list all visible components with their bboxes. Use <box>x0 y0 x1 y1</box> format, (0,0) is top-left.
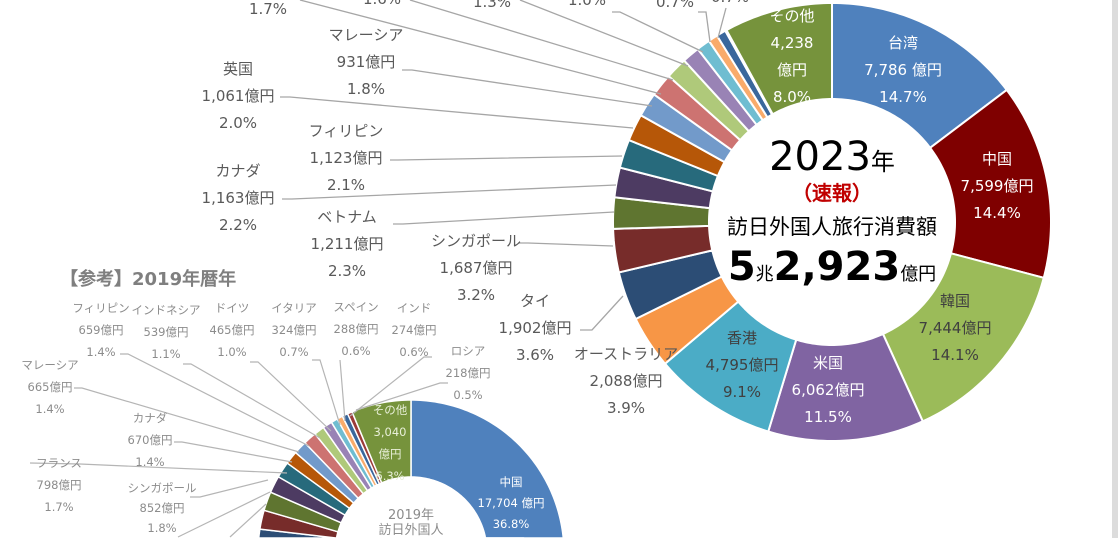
data-label-singapore-2019: シンガポール 852億円 1.8% <box>127 481 197 535</box>
leader-line <box>402 69 653 107</box>
leader-line <box>519 0 689 67</box>
data-label-other-2019: その他 3,040 億円 6.3% <box>372 403 408 483</box>
leader-line <box>183 363 321 439</box>
data-label-china-2019: 中国 17,704 億円 36.8% <box>477 475 545 531</box>
data-label-russia-2019: ロシア 218億円 0.5% <box>445 344 491 402</box>
center-text-2019: 2019年 訪日外国人 <box>378 508 444 538</box>
data-label-canada: カナダ 1,163億円 2.2% <box>201 162 275 234</box>
center-year-2023: 2023年 <box>769 134 895 180</box>
leader-line <box>312 359 341 426</box>
data-label-philippines-2019: フィリピン 659億円 1.4% <box>72 301 130 359</box>
data-label-india-2019: インド 274億円 0.6% <box>391 301 437 359</box>
leader-line <box>409 0 674 81</box>
donut-slice-中国 <box>410 399 565 538</box>
data-label-canada-2019: カナダ 670億円 1.4% <box>127 411 173 469</box>
leader-line <box>390 155 623 161</box>
data-label-indonesia-2019: インドネシア 539億円 1.1% <box>131 303 201 361</box>
data-label-spain-2019: スペイン 288億円 0.6% <box>333 300 379 358</box>
center-total-2023: 5兆2,923億円 <box>727 244 937 290</box>
leader-line <box>698 11 711 43</box>
leader-line <box>393 211 615 225</box>
data-label-malaysia: マレーシア 931億円 1.8% <box>328 26 404 98</box>
leader-line <box>74 387 300 453</box>
data-label-taiwan: 台湾 7,786 億円 14.7% <box>864 34 942 106</box>
donut-2019 <box>257 399 565 538</box>
data-label-thailand: タイ 1,902億円 3.6% <box>498 292 572 364</box>
leader-line <box>339 359 346 422</box>
data-label-other: その他 4,238 億円 8.0% <box>769 7 815 106</box>
leader-line <box>612 11 704 53</box>
leader-lines-2019 <box>29 353 448 538</box>
data-label-france-2019: フランス 798億円 1.7% <box>36 456 82 514</box>
data-label-usa: 米国 6,062億円 11.5% <box>791 354 865 426</box>
data-label-pct: 1.6% <box>363 0 401 13</box>
leader-line <box>174 441 293 463</box>
leader-line <box>250 361 332 432</box>
leader-line <box>355 382 448 411</box>
data-label-pct: 0.7% <box>711 0 749 11</box>
data-label-philippines: フィリピン 1,123億円 2.1% <box>308 122 384 194</box>
data-label-china: 中国 7,599億円 14.4% <box>960 150 1034 222</box>
donut-slice-その他 <box>725 2 833 116</box>
leader-line <box>282 184 617 200</box>
data-label-uk: 英国 1,061億円 2.0% <box>201 60 275 132</box>
leader-lines-2023 <box>280 0 727 331</box>
data-label-pct: 0.7% <box>655 0 695 11</box>
data-label-pct: 1.3% <box>472 0 512 11</box>
center-note-2023: （速報） <box>792 181 872 205</box>
data-label-vietnam: ベトナム 1,211億円 2.3% <box>310 208 384 280</box>
leader-line <box>280 96 634 129</box>
data-label-pct: 1.0% <box>567 0 607 9</box>
data-label-singapore: シンガポール 1,687億円 3.2% <box>430 232 522 304</box>
data-label-korea: 韓国 7,444億円 14.1% <box>918 292 992 364</box>
leader-line <box>190 479 269 498</box>
leader-line <box>299 0 662 95</box>
data-label-hongkong: 香港 4,795億円 9.1% <box>705 329 779 401</box>
data-label-italy-2019: イタリア 324億円 0.7% <box>271 301 317 359</box>
leader-line <box>177 491 271 538</box>
leader-line <box>29 462 288 474</box>
leader-line <box>229 503 267 538</box>
vertical-scrollbar[interactable] <box>1112 0 1118 538</box>
data-label-australia: オーストラリア 2,088億円 3.9% <box>573 345 679 417</box>
chart-title-2019: 【参考】2019年暦年 <box>60 269 237 290</box>
data-label-germany-2019: ドイツ 465億円 1.0% <box>209 301 255 359</box>
leader-line <box>580 295 624 331</box>
center-title-2023: 訪日外国人旅行消費額 <box>727 215 937 239</box>
data-label-malaysia-2019: マレーシア 665億円 1.4% <box>21 358 79 416</box>
leader-line <box>717 7 727 39</box>
leader-line <box>518 242 614 247</box>
leader-line <box>349 356 432 417</box>
donut-2023 <box>612 2 1052 442</box>
data-label-pct: 1.7% <box>248 0 288 18</box>
leader-line <box>120 353 310 447</box>
